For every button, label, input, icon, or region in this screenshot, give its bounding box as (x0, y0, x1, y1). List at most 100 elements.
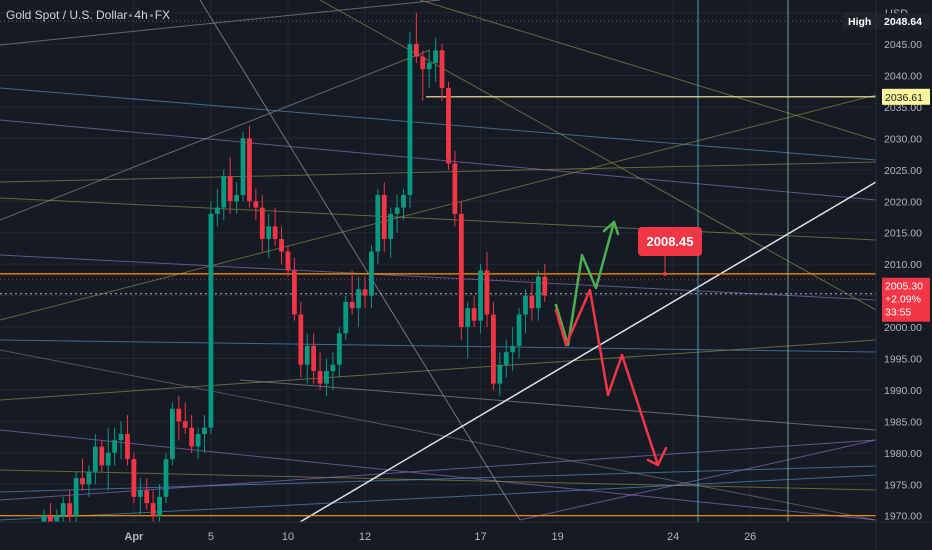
candle[interactable] (99, 440, 105, 472)
candle[interactable] (208, 201, 214, 434)
candle[interactable] (247, 125, 252, 208)
candle[interactable] (125, 415, 130, 466)
candle[interactable] (118, 421, 124, 460)
bearish-projection-arrow[interactable] (554, 288, 660, 467)
arrow-head (602, 220, 620, 236)
candle[interactable] (535, 270, 541, 321)
candle[interactable] (388, 207, 394, 258)
candle[interactable] (137, 477, 143, 516)
candle[interactable] (452, 150, 458, 227)
candle[interactable] (67, 490, 73, 522)
current-price-label: 2005.30 (885, 281, 923, 293)
candle[interactable] (259, 194, 265, 252)
candle[interactable] (375, 188, 381, 265)
candle-body (343, 301, 349, 334)
candle[interactable] (324, 358, 329, 397)
candle[interactable] (240, 132, 246, 202)
candle[interactable] (189, 415, 195, 453)
candle[interactable] (195, 427, 201, 460)
candle[interactable] (317, 352, 323, 390)
candle[interactable] (112, 427, 118, 466)
candle[interactable] (157, 484, 162, 529)
candle[interactable] (253, 188, 259, 221)
candle-body (182, 421, 188, 428)
candle[interactable] (446, 81, 451, 170)
candle[interactable] (176, 396, 182, 441)
candle[interactable] (542, 264, 548, 302)
candle-body (73, 477, 79, 516)
support-trendline[interactable] (299, 181, 876, 522)
candle[interactable] (407, 31, 413, 208)
candle[interactable] (291, 257, 297, 321)
candle[interactable] (471, 295, 477, 328)
candle[interactable] (227, 157, 233, 214)
candle[interactable] (362, 276, 368, 309)
price-callout[interactable]: 2008.45 (638, 227, 702, 276)
candle[interactable] (311, 333, 317, 384)
candle[interactable] (529, 283, 535, 321)
candle[interactable] (356, 276, 361, 328)
candle-body (144, 490, 150, 504)
candle[interactable] (266, 213, 272, 258)
symbol-name[interactable]: Gold Spot / U.S. Dollar (6, 8, 128, 22)
candle[interactable] (349, 270, 355, 315)
candle[interactable] (221, 169, 227, 221)
candle[interactable] (336, 327, 342, 378)
candle[interactable] (279, 226, 284, 265)
candle[interactable] (92, 433, 98, 485)
candle[interactable] (439, 44, 445, 101)
candle[interactable] (170, 402, 175, 466)
candle[interactable] (304, 333, 310, 384)
candle-body (484, 270, 490, 315)
arrow-head (646, 446, 668, 467)
candle-body (311, 345, 317, 372)
candle[interactable] (80, 459, 85, 491)
candle[interactable] (234, 182, 239, 214)
candle[interactable] (497, 352, 503, 397)
candle[interactable] (73, 471, 79, 522)
price-tick-label: 1990.00 (884, 385, 922, 397)
candle[interactable] (401, 188, 406, 221)
candle-body (266, 226, 272, 239)
candle-body (137, 490, 143, 497)
candle[interactable] (413, 12, 419, 63)
candle[interactable] (330, 352, 336, 390)
candle[interactable] (144, 477, 150, 510)
candle[interactable] (272, 207, 278, 246)
candle[interactable] (214, 188, 220, 227)
chart-header: Gold Spot / U.S. Dollar 4h FX (6, 8, 170, 22)
candle[interactable] (381, 182, 387, 252)
candle[interactable] (523, 289, 528, 334)
candle[interactable] (491, 301, 496, 390)
candle[interactable] (86, 465, 92, 497)
candle[interactable] (465, 301, 471, 359)
candle[interactable] (163, 452, 169, 504)
candle[interactable] (478, 264, 483, 334)
candle[interactable] (426, 50, 432, 89)
time-axis-background (0, 522, 876, 550)
price-axis[interactable]: USD1970.001975.001980.001985.001990.0019… (842, 0, 932, 550)
bullish-projection-arrow[interactable] (554, 220, 616, 347)
candle[interactable] (420, 50, 426, 101)
candle[interactable] (131, 452, 137, 504)
candle[interactable] (484, 251, 490, 328)
candle-body (195, 433, 201, 447)
candle[interactable] (503, 339, 509, 378)
candle[interactable] (343, 295, 349, 340)
candle[interactable] (433, 37, 439, 82)
candle[interactable] (516, 308, 522, 359)
candle-body (497, 364, 503, 384)
candle[interactable] (369, 245, 374, 309)
candle[interactable] (510, 327, 516, 372)
price-tick-label: 2030.00 (884, 133, 922, 145)
interval-label[interactable]: 4h (134, 8, 148, 22)
candle[interactable] (394, 194, 400, 233)
candle[interactable] (105, 427, 111, 491)
candle[interactable] (202, 415, 207, 453)
candle[interactable] (458, 201, 464, 340)
candle[interactable] (182, 402, 188, 434)
candle[interactable] (298, 301, 304, 378)
candle[interactable] (285, 245, 291, 277)
